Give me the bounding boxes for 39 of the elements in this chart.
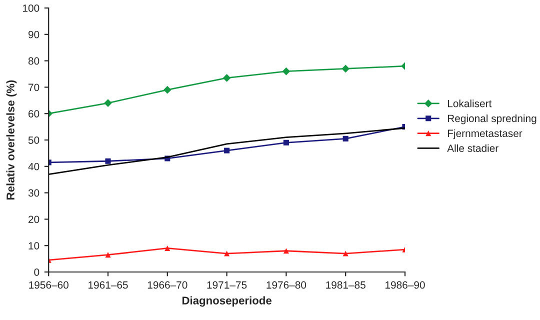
x-tick-label: 1981–85 (326, 281, 366, 289)
y-tick-label: 60 (28, 110, 40, 118)
point (342, 64, 350, 73)
y-tick-label: 80 (28, 57, 40, 65)
x-axis-title: Diagnoseperiode (182, 296, 272, 307)
legend-label: Lokalisert (448, 100, 492, 108)
y-tick-label: 0 (34, 268, 40, 276)
x-tick-label: 1956–60 (29, 281, 68, 289)
point (163, 86, 172, 94)
point (222, 74, 231, 82)
y-tick-label: 10 (28, 242, 40, 250)
point (342, 136, 348, 142)
x-tick-label: 1961–65 (88, 281, 128, 289)
point (105, 252, 111, 258)
y-tick-label: 40 (28, 162, 40, 170)
x-tick-label: 1966–70 (148, 281, 188, 289)
legend-label: Fjernmetastaser (448, 129, 522, 140)
y-axis-title: Relativ overlevelse (%) (6, 80, 17, 200)
y-tick-label: 90 (28, 30, 40, 38)
y-tick-label: 100 (22, 4, 40, 12)
line-series (48, 124, 405, 166)
point (342, 250, 348, 256)
y-tick-label: 50 (28, 136, 40, 144)
point (282, 67, 290, 76)
y-tick-label: 30 (28, 189, 40, 197)
y-tick-label: 70 (28, 84, 40, 92)
point (224, 250, 230, 256)
point (105, 158, 111, 164)
legend-label: Regional spredning (448, 114, 536, 124)
point (164, 245, 170, 252)
x-tick-label: 1976–80 (266, 281, 306, 289)
point (224, 148, 230, 154)
y-tick-label: 20 (28, 216, 40, 224)
legend-label: Alle stadier (447, 144, 498, 152)
point (104, 99, 112, 107)
point (283, 248, 289, 254)
x-tick-label: 1986–90 (386, 281, 425, 289)
point (283, 140, 289, 146)
x-tick-label: 1971–75 (207, 281, 247, 289)
